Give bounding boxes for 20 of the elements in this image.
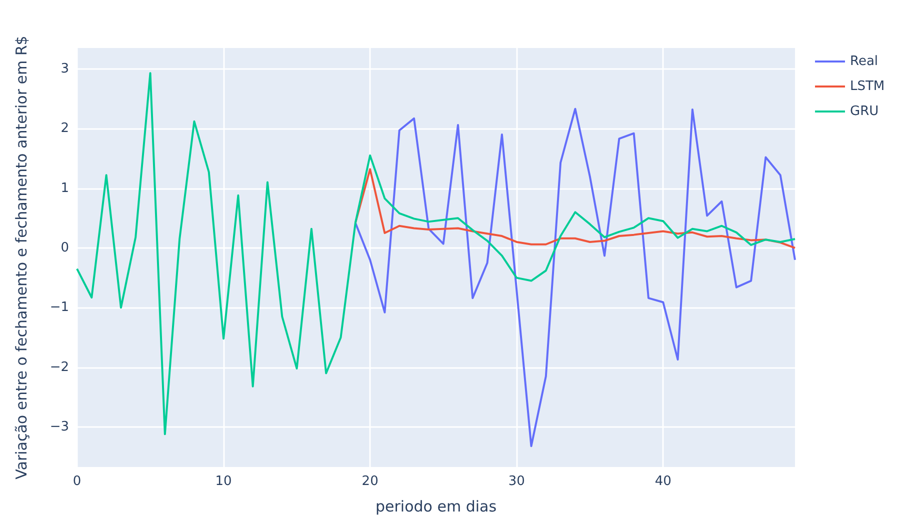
y-axis-title: Variação entre o fechamento e fechamento anterior em R$: [12, 36, 30, 480]
line-series: [354, 168, 796, 249]
y-tick-label: 3: [60, 61, 69, 76]
x-axis-title: periodo em dias: [375, 498, 497, 516]
y-tick-label: −1: [50, 300, 69, 316]
legend-label: LSTM: [850, 79, 885, 94]
x-tick-label: 10: [215, 474, 232, 489]
y-tick-label: −2: [50, 360, 69, 375]
y-tick-label: 1: [60, 180, 69, 196]
x-tick-label: 0: [72, 474, 82, 489]
x-tick-label: 30: [508, 474, 525, 489]
line-series: [354, 108, 796, 448]
y-tick-label: 0: [60, 240, 69, 256]
line-series: [76, 72, 796, 436]
legend-label: GRU: [850, 104, 879, 119]
legend-label: Real: [850, 54, 878, 69]
x-tick-label: 20: [362, 474, 378, 489]
y-tick-label: −3: [50, 420, 69, 435]
x-tick-label: 40: [654, 474, 672, 489]
y-tick-label: 2: [60, 121, 69, 136]
